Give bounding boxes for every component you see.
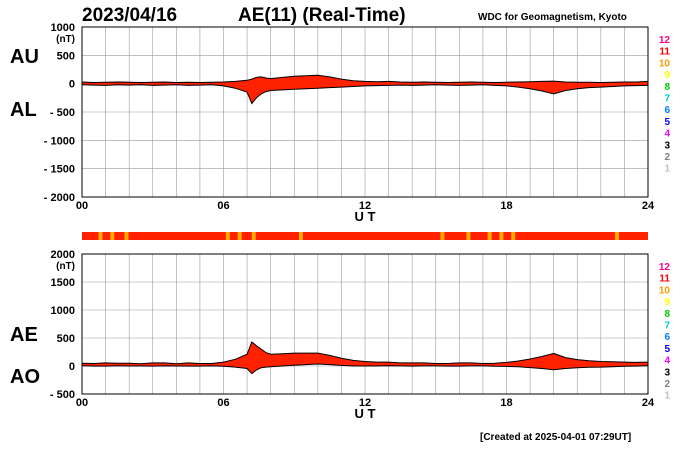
data-coverage-bar — [82, 232, 648, 240]
station-scale-label: 12 — [659, 262, 671, 273]
station-scale-label: 9 — [664, 70, 670, 81]
station-scale-label: 11 — [659, 274, 670, 285]
station-scale-label: 2 — [664, 379, 670, 390]
data-source: WDC for Geomagnetism, Kyoto — [478, 12, 627, 23]
data-coverage-mark — [98, 232, 103, 240]
station-scale-label: 10 — [659, 58, 671, 69]
y-tick-label: 2000 — [51, 249, 75, 261]
station-scale-label: 7 — [664, 94, 670, 105]
y-tick-label: 0 — [69, 361, 75, 373]
y-tick-label: - 500 — [50, 389, 75, 401]
station-scale-label: 7 — [664, 321, 670, 332]
y-tick-label: - 500 — [50, 107, 75, 119]
y-tick-label: 0 — [69, 79, 75, 91]
station-scale-label: 5 — [664, 117, 670, 128]
station-scale-label: 3 — [664, 140, 670, 151]
x-tick-label: 12 — [359, 397, 371, 409]
created-timestamp: [Created at 2025-04-01 07:29UT] — [480, 432, 632, 443]
unit-label: (nT) — [56, 34, 75, 45]
x-tick-label: 00 — [76, 200, 88, 212]
series-area-ae-ao — [82, 341, 648, 374]
data-coverage-mark — [110, 232, 115, 240]
station-scale-label: 3 — [664, 367, 670, 378]
y-tick-label: 1500 — [51, 277, 75, 289]
data-coverage-mark — [237, 232, 242, 240]
plot-frame — [81, 26, 649, 198]
station-scale-label: 4 — [664, 129, 670, 140]
series-label-au: AU — [10, 46, 39, 68]
y-tick-label: - 1000 — [44, 135, 75, 147]
station-scale-label: 11 — [659, 47, 670, 58]
y-tick-label: - 2000 — [44, 192, 75, 204]
y-tick-label: 500 — [57, 333, 75, 345]
series-line-au — [81, 74, 649, 84]
station-scale-label: 4 — [664, 356, 670, 367]
station-scale-label: 6 — [664, 332, 670, 343]
chart-title: AE(11) (Real-Time) — [238, 5, 406, 26]
series-label-al: AL — [10, 99, 37, 121]
x-tick-label: 12 — [359, 200, 371, 212]
plot-frame — [81, 253, 649, 395]
data-coverage-mark — [499, 232, 504, 240]
x-axis-label: U T — [355, 406, 376, 421]
series-line-ae — [81, 341, 649, 365]
data-coverage-mark — [440, 232, 445, 240]
station-scale-label: 10 — [659, 285, 671, 296]
x-tick-label: 06 — [217, 200, 229, 212]
data-coverage-mark — [251, 232, 256, 240]
y-tick-label: - 1500 — [44, 164, 75, 176]
unit-label: (nT) — [56, 261, 75, 272]
x-tick-label: 18 — [500, 397, 512, 409]
series-label-ae: AE — [10, 324, 38, 346]
y-tick-label: 1000 — [51, 305, 75, 317]
series-line-al — [81, 84, 649, 105]
x-tick-label: 06 — [217, 397, 229, 409]
x-axis-label: U T — [355, 209, 376, 224]
data-coverage-mark — [225, 232, 230, 240]
data-coverage-mark — [487, 232, 492, 240]
x-tick-label: 00 — [76, 397, 88, 409]
station-scale-label: 12 — [659, 35, 671, 46]
y-tick-label: 1000 — [51, 22, 75, 34]
chart-date: 2023/04/16 — [82, 5, 178, 26]
data-coverage-mark — [298, 232, 303, 240]
station-scale-label: 5 — [664, 344, 670, 355]
x-tick-label: 24 — [642, 200, 655, 212]
data-coverage-mark — [466, 232, 471, 240]
data-coverage-mark — [614, 232, 619, 240]
data-coverage-mark — [511, 232, 516, 240]
station-scale-label: 6 — [664, 105, 670, 116]
station-scale-label: 9 — [664, 297, 670, 308]
station-scale-label: 8 — [664, 309, 670, 320]
series-line-ao — [81, 363, 649, 375]
x-tick-label: 24 — [642, 397, 655, 409]
station-scale-label: 1 — [664, 164, 670, 175]
series-label-ao: AO — [10, 366, 40, 388]
data-coverage-mark — [124, 232, 129, 240]
y-tick-label: 500 — [57, 50, 75, 62]
station-scale-label: 2 — [664, 152, 670, 163]
x-tick-label: 18 — [500, 200, 512, 212]
station-scale-label: 8 — [664, 82, 670, 93]
station-scale-label: 1 — [664, 391, 670, 402]
